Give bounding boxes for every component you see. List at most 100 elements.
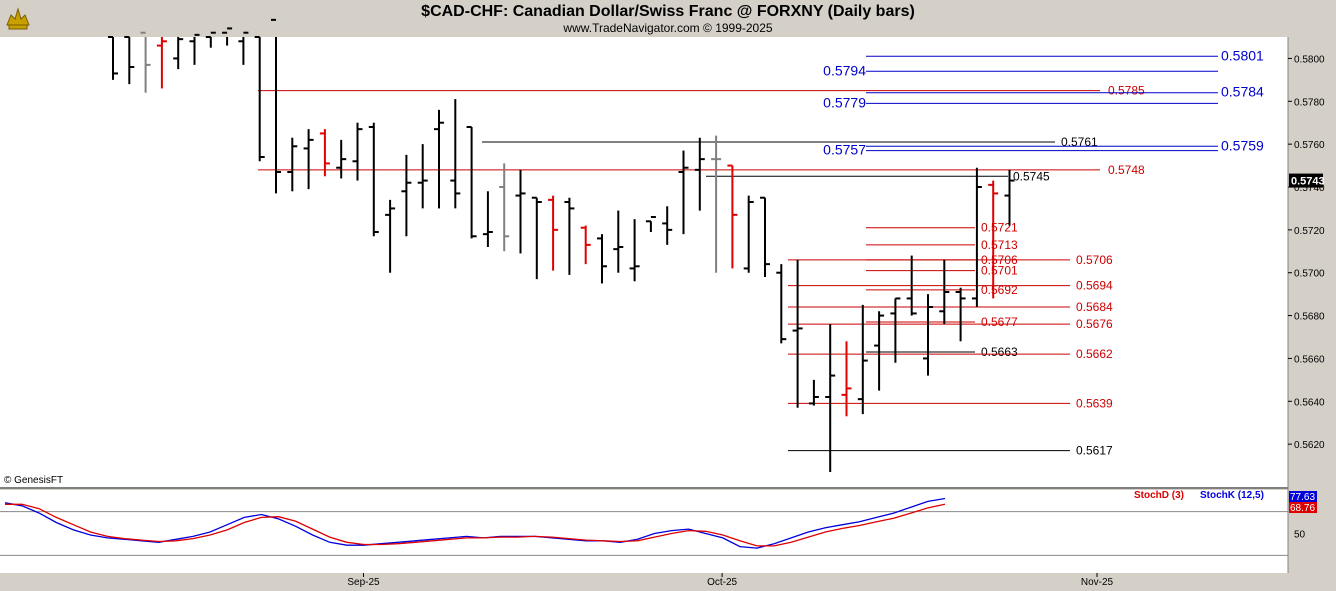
level-label: 0.5784 <box>1221 84 1264 100</box>
price-bar <box>694 137 705 211</box>
level-label: 0.5694 <box>1076 279 1113 293</box>
level-label: 0.5663 <box>981 345 1018 359</box>
level-label: 0.5779 <box>823 94 866 110</box>
price-bar <box>417 144 428 209</box>
price-tick-label: 0.5680 <box>1294 312 1325 323</box>
price-bar <box>205 31 216 48</box>
price-bar <box>662 206 673 245</box>
price-bar <box>923 294 933 376</box>
stoch-d-line <box>5 503 946 547</box>
level-label: 0.5684 <box>1076 300 1113 314</box>
level-label: 0.5662 <box>1076 347 1113 361</box>
price-tick-label: 0.5800 <box>1294 54 1325 65</box>
price-bar <box>613 210 624 273</box>
price-bar <box>955 287 966 342</box>
last-price-label: 0.5743 <box>1291 176 1325 188</box>
price-tick-label: 0.5660 <box>1294 354 1325 365</box>
price-bar <box>531 196 542 280</box>
price-bar <box>287 137 298 192</box>
stoch-k-value-box <box>1289 491 1317 502</box>
price-bar <box>254 36 265 162</box>
level-label: 0.5745 <box>1013 169 1050 183</box>
price-bar <box>857 304 868 415</box>
price-bar <box>564 197 575 275</box>
level-label: 0.5676 <box>1076 317 1113 331</box>
price-bar <box>352 122 363 181</box>
level-label: 0.5706 <box>981 253 1018 267</box>
level-label: 0.5794 <box>823 62 866 78</box>
price-tick-label: 0.5640 <box>1294 397 1325 408</box>
last-price-marker <box>1289 173 1323 188</box>
date-tick-label: Oct-25 <box>707 577 737 588</box>
price-bar <box>515 169 526 254</box>
price-bar <box>825 324 836 472</box>
level-label: 0.5761 <box>1061 135 1098 149</box>
price-bar <box>319 129 330 177</box>
price-bar <box>971 167 982 307</box>
price-bar <box>743 195 754 273</box>
price-bar <box>189 33 200 65</box>
price-bar <box>499 163 510 252</box>
price-bar <box>792 259 803 408</box>
level-label: 0.5677 <box>981 315 1018 329</box>
level-label: 0.5639 <box>1076 396 1113 410</box>
indicator-panel-background <box>0 490 1288 573</box>
level-label: 0.5617 <box>1076 444 1113 458</box>
price-bar <box>124 36 135 85</box>
price-bar <box>401 154 412 237</box>
price-bar <box>1004 169 1015 226</box>
price-tick-label: 0.5760 <box>1294 140 1325 151</box>
price-bar <box>597 234 607 284</box>
price-bar <box>140 31 151 93</box>
price-bar <box>368 122 379 237</box>
price-bar <box>906 255 917 316</box>
stoch-k-value: 77.63 <box>1290 492 1315 503</box>
level-label: 0.5759 <box>1221 137 1264 153</box>
price-bar <box>580 225 591 265</box>
level-label: 0.5721 <box>981 221 1018 235</box>
chart-title: $CAD-CHF: Canadian Dollar/Swiss Franc @ … <box>421 3 915 20</box>
level-label: 0.5785 <box>1108 84 1145 98</box>
date-tick-label: Sep-25 <box>347 577 380 588</box>
stoch-d-legend: StochD (3) <box>1134 490 1184 501</box>
copyright-label: © GenesisFT <box>4 475 63 486</box>
price-bar <box>434 109 444 209</box>
price-bar <box>841 341 852 417</box>
price-bar <box>450 99 461 209</box>
price-tick-label: 0.5620 <box>1294 440 1325 451</box>
price-bar <box>466 126 477 239</box>
price-bar <box>482 191 493 247</box>
price-bar <box>548 195 559 271</box>
stoch-d-value: 68.76 <box>1290 503 1315 514</box>
price-tick-label: 0.5780 <box>1294 97 1325 108</box>
price-bar <box>988 180 999 299</box>
price-bar <box>939 259 950 325</box>
price-bar <box>760 196 770 277</box>
stoch-d-value-box <box>1289 502 1317 513</box>
price-bar <box>303 129 314 190</box>
level-label: 0.5748 <box>1108 163 1145 177</box>
price-bar <box>645 216 656 232</box>
price-bar <box>776 264 787 344</box>
bull-and-bear-logo-icon <box>3 3 33 33</box>
price-bar <box>156 37 167 89</box>
price-bar <box>108 36 118 80</box>
price-bar <box>385 199 396 273</box>
price-axis: 0.5620 0.5640 0.5660 0.5680 0.5700 0.5720 0.57… <box>1288 54 1325 451</box>
date-tick-label: Nov-25 <box>1081 577 1114 588</box>
chart-header: $CAD-CHF: Canadian Dollar/Swiss Franc @ … <box>0 0 1336 37</box>
level-label: 0.5713 <box>981 238 1018 252</box>
price-bar <box>173 37 184 70</box>
level-label: 0.5692 <box>981 283 1018 297</box>
price-panel-background <box>0 37 1288 487</box>
price-tick-label: 0.5740 <box>1294 183 1325 194</box>
price-bar <box>874 311 885 391</box>
chart-subtitle: www.TradeNavigator.com © 1999-2025 <box>563 21 773 35</box>
stoch-k-legend: StochK (12,5) <box>1200 490 1264 501</box>
price-bar <box>711 135 722 273</box>
price-bar <box>808 379 819 406</box>
price-bar <box>678 150 689 235</box>
